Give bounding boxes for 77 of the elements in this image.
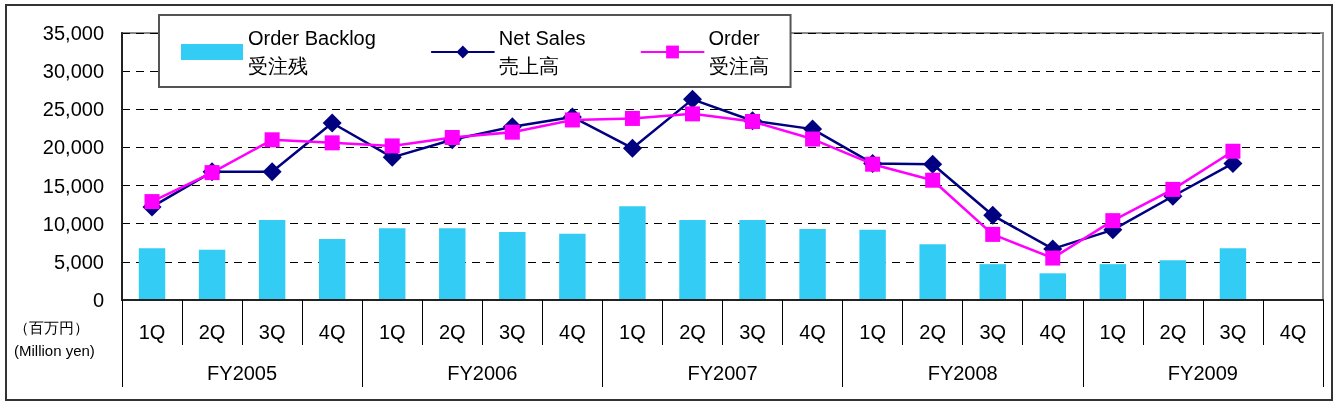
bar — [979, 264, 1006, 300]
x-tick-label: 3Q — [258, 321, 286, 343]
x-tick-label: 4Q — [799, 321, 826, 343]
point — [805, 131, 821, 147]
bar — [138, 248, 166, 300]
x-tick-label: 1Q — [859, 321, 886, 343]
x-tick-label: 4Q — [1279, 321, 1307, 343]
x-tick-label: 3Q — [498, 321, 526, 343]
y-tick-label: 10,000 — [42, 212, 104, 235]
legend-label: Order 受注高 — [708, 27, 769, 77]
x-tick-label: 1Q — [1099, 321, 1127, 343]
point — [144, 194, 160, 210]
point — [264, 132, 280, 148]
point — [684, 106, 700, 122]
bar — [1039, 273, 1066, 300]
point — [983, 205, 1003, 225]
point — [1105, 213, 1121, 229]
y-tick-label: 35,000 — [42, 22, 104, 44]
point — [925, 172, 941, 188]
bar — [499, 232, 526, 300]
point — [985, 226, 1001, 242]
bar — [1219, 248, 1247, 300]
point — [504, 124, 520, 140]
bar — [379, 228, 406, 300]
y-tick-label: 30,000 — [42, 60, 104, 83]
point — [322, 113, 342, 133]
x-tick-label: 1Q — [138, 321, 166, 343]
y-axis-title: （百万円） (Million yen) — [14, 319, 95, 359]
x-tick-label: 1Q — [619, 321, 646, 343]
legend-label: Order Backlog 受注残 — [248, 27, 376, 77]
bar — [258, 219, 286, 300]
y-tick-label: 20,000 — [42, 136, 104, 159]
point — [1045, 250, 1061, 266]
y-tick-label: 15,000 — [42, 174, 104, 197]
point — [622, 138, 642, 158]
x-tick-label: 4Q — [559, 321, 586, 343]
x-tick-label: 2Q — [438, 321, 466, 343]
bar — [799, 229, 826, 300]
bar — [198, 249, 226, 300]
bar — [1159, 260, 1187, 300]
y-tick-label: 5,000 — [53, 250, 104, 273]
x-tick-label: 4Q — [1039, 321, 1067, 343]
y-tick-label: 25,000 — [42, 98, 104, 121]
y-tick-label: 0 — [92, 289, 104, 311]
text: FY2006 — [447, 362, 518, 384]
x-tick-label: 2Q — [919, 321, 947, 343]
x-tick-label: 2Q — [1159, 321, 1187, 343]
text: FY2009 — [1167, 362, 1238, 384]
x-tick-label: 3Q — [739, 321, 766, 343]
text: FY2005 — [207, 362, 278, 384]
bar — [439, 228, 466, 300]
bar — [559, 233, 586, 300]
text: FY2007 — [687, 362, 758, 384]
x-tick-label: 1Q — [378, 321, 406, 343]
bar — [619, 206, 646, 300]
bar — [1099, 264, 1127, 300]
point — [1165, 181, 1181, 197]
bar — [859, 229, 886, 300]
x-tick-label: 3Q — [1219, 321, 1247, 343]
point — [564, 112, 580, 128]
point — [1225, 143, 1241, 159]
point — [923, 154, 943, 174]
point — [324, 135, 340, 151]
bar — [739, 219, 766, 300]
x-tick-label: 3Q — [979, 321, 1007, 343]
point — [262, 162, 282, 182]
bar — [919, 244, 946, 300]
bar — [318, 238, 346, 300]
point — [624, 110, 640, 126]
text: FY2008 — [927, 362, 998, 384]
x-tick-label: 2Q — [679, 321, 706, 343]
x-tick-label: 4Q — [318, 321, 346, 343]
point — [384, 138, 400, 154]
point — [682, 89, 702, 109]
x-tick-label: 2Q — [198, 321, 226, 343]
legend-label: Net Sales 売上高 — [498, 27, 586, 77]
bar — [679, 219, 706, 300]
